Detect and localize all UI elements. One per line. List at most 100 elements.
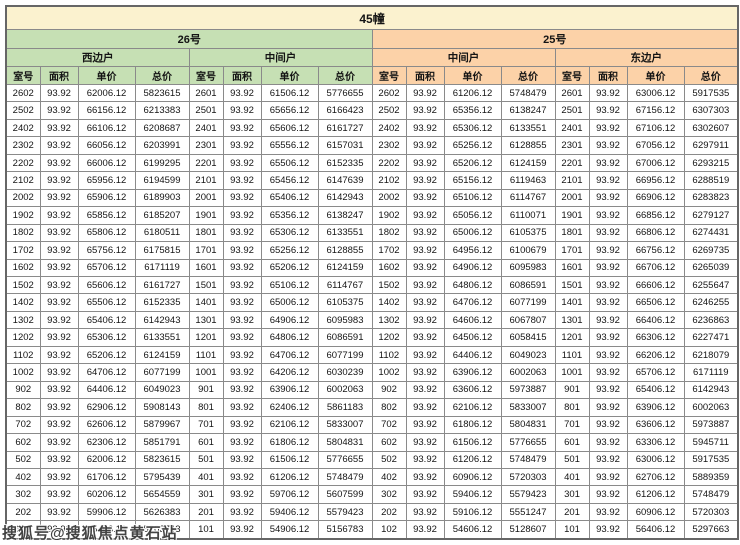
cell: 64706.12 xyxy=(77,363,136,382)
cell: 93.92 xyxy=(405,467,445,487)
cell: 93.92 xyxy=(588,467,628,487)
cell: 5804831 xyxy=(500,415,556,435)
cell: 93.92 xyxy=(222,153,262,173)
cell: 93.92 xyxy=(405,171,445,190)
cell: 93.92 xyxy=(39,310,79,330)
cell: 5776655 xyxy=(317,83,373,103)
cell: 6236863 xyxy=(683,310,739,330)
cell: 93.92 xyxy=(222,398,262,417)
cell: 59406.12 xyxy=(260,502,319,522)
cell: 93.92 xyxy=(39,136,79,155)
cell: 702 xyxy=(371,415,407,435)
cell: 93.92 xyxy=(588,101,628,120)
cell: 61506.12 xyxy=(260,450,319,469)
cell: 6302607 xyxy=(683,118,739,138)
cell: 66306.12 xyxy=(626,328,685,347)
cell: 59406.12 xyxy=(443,485,502,504)
cell: 59906.12 xyxy=(77,502,136,522)
cell: 93.92 xyxy=(222,171,262,190)
cell: 701 xyxy=(554,415,590,435)
cell: 1701 xyxy=(188,241,224,260)
cell: 93.92 xyxy=(405,380,445,400)
cell: 93.92 xyxy=(222,101,262,120)
cell: 5917535 xyxy=(683,450,739,469)
cell: 65956.12 xyxy=(77,171,136,190)
group-middle-unit-25: 中间户 xyxy=(371,48,556,67)
cell: 93.92 xyxy=(222,467,262,487)
cell: 93.92 xyxy=(39,83,79,103)
cell: 2102 xyxy=(5,171,41,190)
cell: 6095983 xyxy=(317,310,373,330)
section-header-row: 26号 25号 xyxy=(5,29,739,49)
cell: 1302 xyxy=(371,310,407,330)
cell: 64406.12 xyxy=(77,380,136,400)
cell: 93.92 xyxy=(405,136,445,155)
cell: 63006.12 xyxy=(626,83,685,103)
cell: 93.92 xyxy=(588,136,628,155)
cell: 6110071 xyxy=(500,206,556,225)
cell: 902 xyxy=(5,380,41,400)
cell: 67006.12 xyxy=(626,153,685,173)
cell: 1402 xyxy=(371,293,407,312)
cell: 101 xyxy=(554,520,590,540)
cell: 5795439 xyxy=(134,467,190,487)
cell: 93.92 xyxy=(39,223,79,243)
cell: 1802 xyxy=(5,223,41,243)
cell: 201 xyxy=(188,502,224,522)
cell: 65106.12 xyxy=(443,188,502,208)
cell: 6077199 xyxy=(317,345,373,365)
cell: 301 xyxy=(554,485,590,504)
cell: 1302 xyxy=(5,310,41,330)
cell: 302 xyxy=(371,485,407,504)
cell: 6049023 xyxy=(134,380,190,400)
cell: 5973887 xyxy=(500,380,556,400)
cell: 64406.12 xyxy=(443,345,502,365)
cell: 6077199 xyxy=(134,363,190,382)
cell: 1002 xyxy=(371,363,407,382)
cell: 93.92 xyxy=(222,223,262,243)
cell: 1101 xyxy=(554,345,590,365)
cell: 5551247 xyxy=(500,502,556,522)
cell: 93.92 xyxy=(405,153,445,173)
table-row: 2502 93.92 66156.12 6213383 2501 93.92 65656.1… xyxy=(5,101,739,120)
cell: 93.92 xyxy=(405,502,445,522)
cell: 62706.12 xyxy=(626,467,685,487)
cell: 93.92 xyxy=(39,328,79,347)
cell: 6180511 xyxy=(134,223,190,243)
cell: 1502 xyxy=(5,275,41,295)
cell: 93.92 xyxy=(39,153,79,173)
cell: 6114767 xyxy=(500,188,556,208)
table-row: 1402 93.92 65506.12 6152335 1401 93.92 65006.1… xyxy=(5,293,739,312)
cell: 93.92 xyxy=(588,398,628,417)
cell: 62006.12 xyxy=(77,450,136,469)
cell: 5579423 xyxy=(317,502,373,522)
cell: 6128855 xyxy=(317,241,373,260)
cell: 65606.12 xyxy=(260,118,319,138)
cell: 64806.12 xyxy=(260,328,319,347)
table-row: 2002 93.92 65906.12 6189903 2001 93.92 65406.1… xyxy=(5,188,739,208)
cell: 502 xyxy=(371,450,407,469)
cell: 701 xyxy=(188,415,224,435)
cell: 6105375 xyxy=(500,223,556,243)
cell: 2201 xyxy=(188,153,224,173)
cell: 93.92 xyxy=(588,520,628,540)
cell: 5607599 xyxy=(317,485,373,504)
cell: 5748479 xyxy=(500,450,556,469)
cell: 5128607 xyxy=(500,520,556,540)
price-table: 45幢 26号 25号 西边户 中间户 中间户 东边户 室号 面积 单价 总价 室号 面积… xyxy=(5,5,740,540)
cell: 93.92 xyxy=(222,415,262,435)
cell: 93.92 xyxy=(588,345,628,365)
cell: 1801 xyxy=(188,223,224,243)
col-header-total-price: 总价 xyxy=(134,66,190,85)
cell: 1002 xyxy=(5,363,41,382)
cell: 801 xyxy=(188,398,224,417)
cell: 93.92 xyxy=(222,310,262,330)
cell: 61206.12 xyxy=(443,450,502,469)
cell: 60906.12 xyxy=(626,502,685,522)
cell: 93.92 xyxy=(222,433,262,452)
cell: 5626383 xyxy=(134,502,190,522)
col-header-area: 面积 xyxy=(39,66,79,85)
cell: 101 xyxy=(188,520,224,540)
cell: 1901 xyxy=(554,206,590,225)
table-row: 802 93.92 62906.12 5908143 801 93.92 62406.12 5… xyxy=(5,398,739,417)
